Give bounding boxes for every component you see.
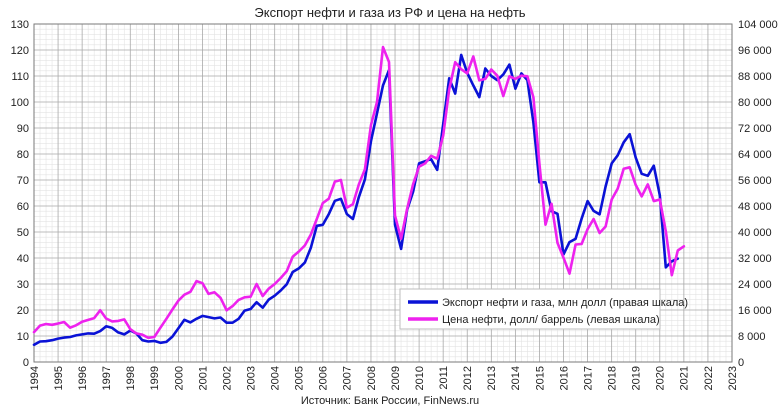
y-left-tick-label: 80 (17, 149, 29, 161)
x-tick-label: 2004 (270, 366, 282, 390)
y-left-tick-label: 0 (23, 357, 29, 369)
legend: Экспорт нефти и газа, млн долл (правая ш… (399, 288, 688, 330)
y-right-tick-label: 80 000 (738, 97, 772, 109)
legend-box (399, 288, 661, 330)
x-tick-label: 2023 (727, 366, 739, 390)
x-tick-label: 2012 (462, 366, 474, 390)
x-tick-label: 2007 (342, 366, 354, 390)
chart-title: Экспорт нефти и газа из РФ и цена на неф… (254, 5, 525, 20)
x-tick-label: 2001 (197, 366, 209, 390)
series-line-export (32, 53, 680, 347)
y-left-tick-label: 100 (11, 97, 29, 109)
x-tick-label: 2010 (414, 366, 426, 390)
x-tick-label: 2005 (294, 366, 306, 390)
y-right-tick-label: 40 000 (738, 227, 772, 239)
y-right-tick-label: 16 000 (738, 305, 772, 317)
y-right-tick-label: 24 000 (738, 279, 772, 291)
y-left-tick-label: 130 (11, 19, 29, 31)
x-tick-label: 2019 (631, 366, 643, 390)
x-tick-label: 1994 (29, 366, 41, 390)
y-right-tick-label: 96 000 (738, 45, 772, 57)
y-right-tick-label: 48 000 (738, 201, 772, 213)
grid-layer (33, 23, 733, 363)
legend-label-export: Экспорт нефти и газа, млн долл (правая ш… (442, 297, 688, 309)
x-tick-label: 2017 (582, 366, 594, 390)
x-tick-label: 2009 (390, 366, 402, 390)
y-right-tick-label: 88 000 (738, 71, 772, 83)
series-layer (32, 45, 686, 347)
y-left-tick-label: 10 (17, 331, 29, 343)
y-left-tick-label: 110 (11, 71, 29, 83)
x-tick-label: 2008 (366, 366, 378, 390)
y-right-tick-label: 104 000 (738, 19, 778, 31)
axis-layer: 0 10 20 30 40 50 60 70 80 90 100 110 120 130 0 8 000 16 … (11, 19, 778, 390)
source-caption: Источник: Банк России, FinNews.ru (301, 395, 479, 407)
x-tick-label: 2003 (245, 366, 257, 390)
y-left-tick-label: 60 (17, 201, 29, 213)
x-tick-label: 1998 (125, 366, 137, 390)
x-tick-label: 2015 (534, 366, 546, 390)
y-left-tick-label: 90 (17, 123, 29, 135)
y-right-tick-label: 72 000 (738, 123, 772, 135)
x-tick-label: 2014 (510, 366, 522, 390)
y-left-tick-label: 20 (17, 305, 29, 317)
x-tick-label: 2002 (221, 366, 233, 390)
x-tick-label: 2021 (679, 366, 691, 390)
y-left-tick-label: 70 (17, 175, 29, 187)
y-right-tick-label: 0 (738, 357, 744, 369)
series-line-oil (32, 45, 686, 340)
x-tick-label: 1995 (53, 366, 65, 390)
x-tick-label: 2022 (703, 366, 715, 390)
legend-label-oil: Цена нефти, долл/ баррель (левая шкала) (442, 314, 660, 326)
x-tick-label: 2013 (486, 366, 498, 390)
x-tick-label: 2020 (655, 366, 667, 390)
x-tick-label: 2016 (558, 366, 570, 390)
x-tick-label: 2000 (173, 366, 185, 390)
y-left-tick-label: 30 (17, 279, 29, 291)
y-right-tick-label: 64 000 (738, 149, 772, 161)
y-right-tick-label: 32 000 (738, 253, 772, 265)
x-tick-label: 2011 (438, 366, 450, 390)
y-right-tick-label: 8 000 (738, 331, 766, 343)
x-tick-label: 1999 (149, 366, 161, 390)
x-tick-label: 1997 (101, 366, 113, 390)
y-right-tick-label: 56 000 (738, 175, 772, 187)
y-left-tick-label: 40 (17, 253, 29, 265)
y-left-tick-label: 50 (17, 227, 29, 239)
x-tick-label: 2018 (607, 366, 619, 390)
y-left-tick-label: 120 (11, 45, 29, 57)
plot-frame (33, 23, 733, 363)
x-tick-label: 2006 (318, 366, 330, 390)
x-tick-label: 1996 (77, 366, 89, 390)
